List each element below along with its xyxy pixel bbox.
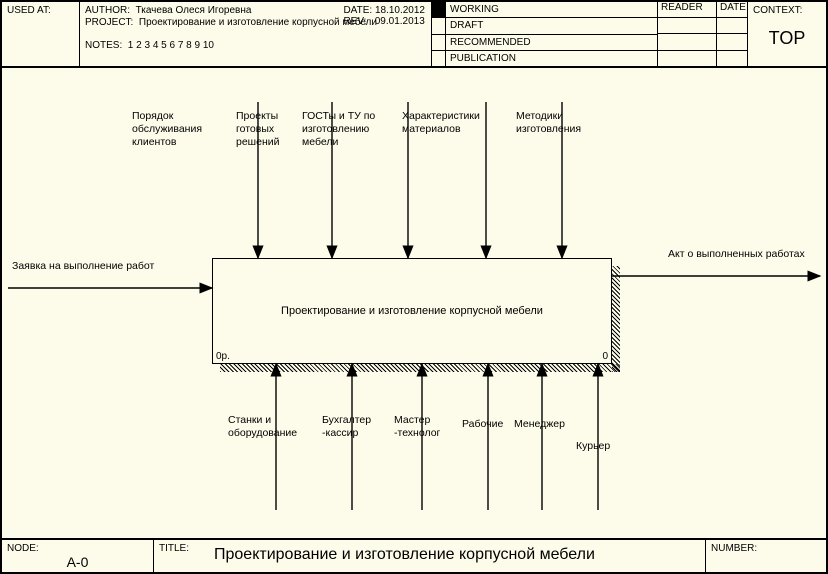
number-label: NUMBER:	[711, 543, 757, 554]
node-value: A-0	[2, 554, 153, 570]
reader-cell: READER DATE	[658, 2, 748, 66]
status-cell: WORKING DRAFT RECOMMENDED PUBLICATION	[432, 2, 658, 66]
footer: NODE: A-0 TITLE: Проектирование и изгото…	[2, 538, 826, 574]
author-cell: AUTHOR: Ткачева Олеся Игоревна PROJECT: …	[80, 2, 432, 66]
title-label: TITLE:	[159, 543, 189, 554]
control-label-1: Проектыготовыхрешений	[236, 110, 279, 149]
footer-node-cell: NODE: A-0	[2, 540, 154, 574]
used-at-label: USED AT:	[7, 5, 51, 16]
status-marker-recommended	[432, 35, 446, 50]
input-label: Заявка на выполнение работ	[12, 260, 154, 273]
context-cell: CONTEXT: TOP	[748, 2, 826, 66]
notes-label: NOTES:	[85, 40, 122, 51]
date-label: DATE:	[343, 5, 372, 16]
idef0-frame: USED AT: AUTHOR: Ткачева Олеся Игоревна …	[0, 0, 828, 574]
rev-label: REV:	[343, 16, 366, 27]
diagram-area: Проектирование и изготовление корпусной …	[2, 68, 826, 538]
box-shadow-right	[612, 266, 620, 372]
rev-value: 09.01.2013	[375, 16, 425, 27]
header: USED AT: AUTHOR: Ткачева Олеся Игоревна …	[2, 2, 826, 68]
author-label: AUTHOR:	[85, 5, 130, 16]
context-value: TOP	[753, 28, 821, 49]
reader-label: READER	[658, 2, 717, 17]
mechanism-label-4: Менеджер	[514, 418, 565, 431]
status-recommended: RECOMMENDED	[446, 37, 657, 48]
notes-value: 1 2 3 4 5 6 7 8 9 10	[128, 40, 214, 51]
reader-date-label: DATE	[717, 2, 747, 17]
control-label-0: Порядокобслуживанияклиентов	[132, 110, 202, 149]
control-label-3: Характеристикиматериалов	[402, 110, 480, 136]
footer-title-cell: TITLE: Проектирование и изготовление кор…	[154, 540, 706, 574]
footer-number-cell: NUMBER:	[706, 540, 826, 574]
output-label: Акт о выполненных работах	[668, 248, 805, 261]
status-working: WORKING	[446, 4, 657, 15]
box-shadow-bottom	[220, 364, 620, 372]
mechanism-label-3: Рабочие	[462, 418, 503, 431]
status-marker-publication	[432, 51, 446, 66]
date-value: 18.10.2012	[375, 5, 425, 16]
project-label: PROJECT:	[85, 17, 133, 28]
activity-corner-right: 0	[602, 351, 608, 362]
control-label-2: ГОСТы и ТУ поизготовлениюмебели	[302, 110, 375, 149]
status-publication: PUBLICATION	[446, 53, 657, 64]
mechanism-label-5: Курьер	[576, 440, 610, 453]
mechanism-label-2: Мастер-технолог	[394, 414, 440, 440]
status-draft: DRAFT	[446, 20, 657, 31]
node-label: NODE:	[7, 543, 39, 554]
activity-box: Проектирование и изготовление корпусной …	[212, 258, 612, 364]
mechanism-label-1: Бухгалтер-кассир	[322, 414, 371, 440]
status-marker-working	[432, 2, 446, 17]
author-value: Ткачева Олеся Игоревна	[136, 5, 252, 16]
title-value: Проектирование и изготовление корпусной …	[214, 546, 595, 564]
mechanism-label-0: Станки иоборудование	[228, 414, 297, 440]
activity-title: Проектирование и изготовление корпусной …	[281, 305, 543, 317]
used-at-cell: USED AT:	[2, 2, 80, 66]
project-value: Проектирование и изготовление корпусной …	[139, 17, 377, 28]
context-label: CONTEXT:	[753, 5, 821, 16]
activity-corner-left: 0р.	[216, 351, 230, 362]
control-label-4: Методикиизготовления	[516, 110, 581, 136]
status-marker-draft	[432, 18, 446, 33]
